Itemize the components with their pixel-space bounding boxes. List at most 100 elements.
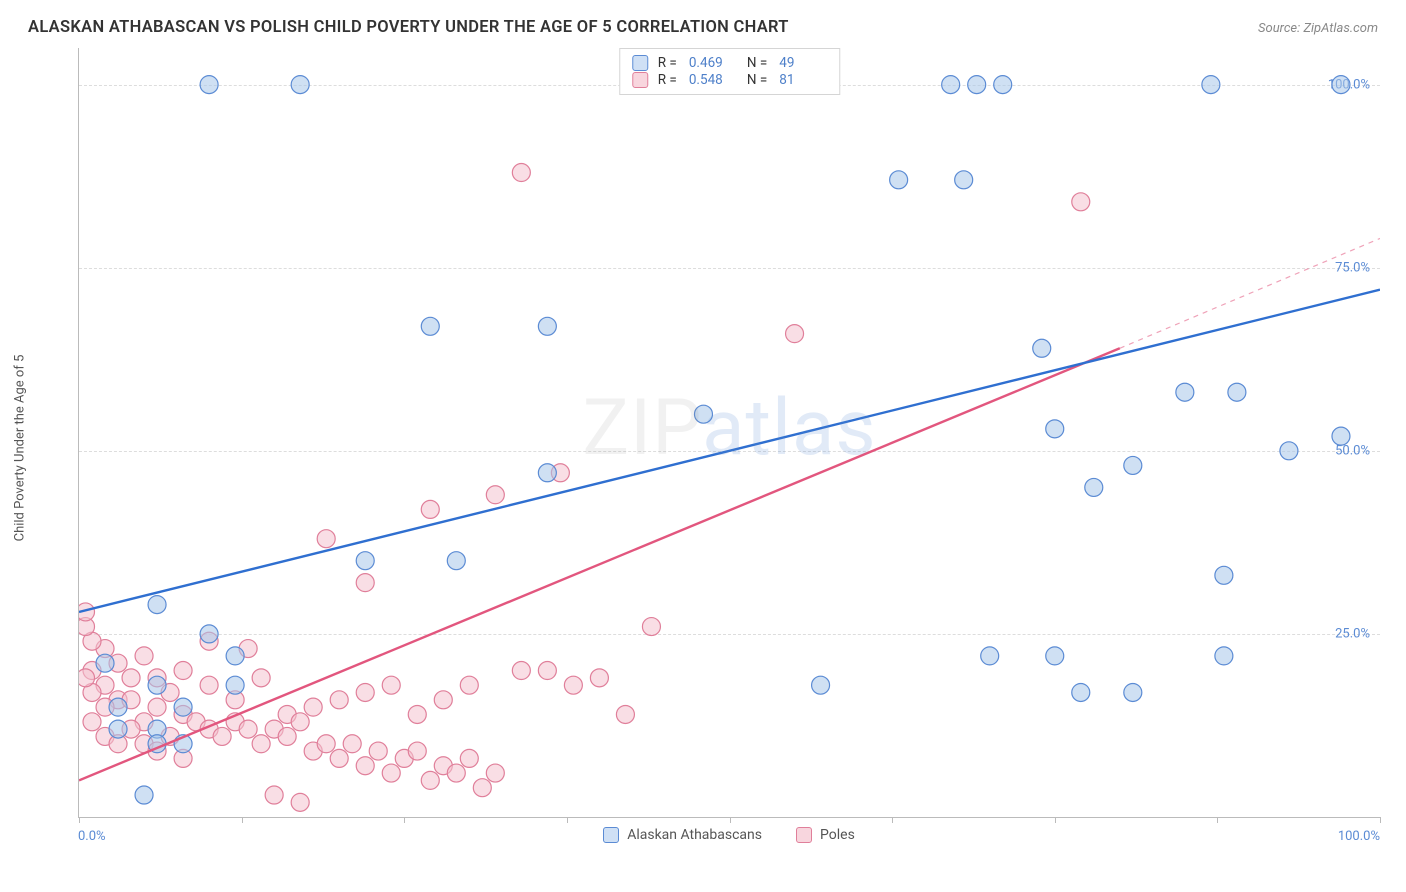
plot-area: ZIPatlas R = 0.469 N = 49 R = 0.548 N = … — [78, 48, 1380, 818]
chart-container: Child Poverty Under the Age of 5 ZIPatla… — [26, 48, 1380, 848]
n-label: N = — [747, 72, 767, 88]
trend-line-blue — [79, 290, 1380, 612]
trend-line-pink-extended — [1120, 238, 1380, 348]
scatter-point-pink — [83, 713, 101, 731]
scatter-point-blue — [812, 676, 830, 694]
scatter-point-blue — [1085, 478, 1103, 496]
scatter-point-pink — [616, 705, 634, 723]
scatter-point-blue — [174, 698, 192, 716]
x-tick-mark — [1380, 817, 1381, 823]
scatter-point-blue — [1033, 339, 1051, 357]
scatter-point-blue — [1215, 647, 1233, 665]
scatter-point-blue — [1228, 383, 1246, 401]
scatter-point-blue — [148, 596, 166, 614]
scatter-point-pink — [460, 676, 478, 694]
scatter-point-pink — [330, 749, 348, 767]
swatch-pink — [632, 72, 648, 88]
scatter-point-pink — [278, 727, 296, 745]
series-pink-label: Poles — [820, 827, 855, 843]
scatter-point-pink — [330, 691, 348, 709]
scatter-point-blue — [1124, 456, 1142, 474]
y-axis-label: Child Poverty Under the Age of 5 — [13, 355, 28, 542]
scatter-point-pink — [369, 742, 387, 760]
scatter-point-pink — [304, 698, 322, 716]
scatter-point-blue — [148, 676, 166, 694]
scatter-point-pink — [564, 676, 582, 694]
scatter-point-pink — [79, 669, 95, 687]
scatter-point-pink — [356, 757, 374, 775]
scatter-point-pink — [174, 662, 192, 680]
scatter-point-blue — [1046, 420, 1064, 438]
scatter-point-blue — [538, 317, 556, 335]
scatter-point-blue — [421, 317, 439, 335]
scatter-point-blue — [96, 654, 114, 672]
scatter-point-pink — [486, 764, 504, 782]
scatter-point-pink — [252, 669, 270, 687]
scatter-point-pink — [1072, 193, 1090, 211]
scatter-point-pink — [122, 669, 140, 687]
scatter-point-blue — [135, 786, 153, 804]
scatter-point-blue — [955, 171, 973, 189]
source-name: ZipAtlas.com — [1303, 21, 1378, 36]
scatter-point-blue — [968, 76, 986, 94]
scatter-point-blue — [356, 552, 374, 570]
swatch-pink — [796, 827, 812, 843]
scatter-point-blue — [994, 76, 1012, 94]
scatter-point-blue — [1332, 427, 1350, 445]
scatter-point-blue — [1215, 566, 1233, 584]
scatter-point-pink — [382, 676, 400, 694]
series-legend: Alaskan Athabascans Poles — [78, 822, 1380, 848]
scatter-point-pink — [642, 618, 660, 636]
scatter-point-blue — [1202, 76, 1220, 94]
scatter-point-blue — [538, 464, 556, 482]
source-attribution: Source: ZipAtlas.com — [1258, 21, 1378, 36]
scatter-point-pink — [200, 676, 218, 694]
n-value-pink: 81 — [779, 72, 827, 88]
scatter-point-pink — [239, 720, 257, 738]
scatter-point-pink — [421, 500, 439, 518]
legend-item-blue: Alaskan Athabascans — [603, 827, 762, 843]
series-blue-label: Alaskan Athabascans — [627, 827, 762, 843]
scatter-point-pink — [447, 764, 465, 782]
source-prefix: Source: — [1258, 21, 1303, 36]
scatter-point-pink — [486, 486, 504, 504]
scatter-point-pink — [317, 530, 335, 548]
scatter-point-blue — [226, 647, 244, 665]
n-label: N = — [747, 55, 767, 71]
scatter-point-pink — [408, 705, 426, 723]
scatter-point-pink — [786, 325, 804, 343]
scatter-point-blue — [694, 405, 712, 423]
r-label: R = — [658, 72, 677, 88]
scatter-point-pink — [213, 727, 231, 745]
scatter-point-blue — [1280, 442, 1298, 460]
scatter-point-pink — [135, 647, 153, 665]
scatter-point-pink — [356, 683, 374, 701]
scatter-point-pink — [421, 771, 439, 789]
scatter-point-blue — [890, 171, 908, 189]
scatter-point-blue — [981, 647, 999, 665]
correlation-legend: R = 0.469 N = 49 R = 0.548 N = 81 — [619, 48, 840, 95]
scatter-point-blue — [200, 625, 218, 643]
scatter-point-blue — [200, 76, 218, 94]
r-value-pink: 0.548 — [689, 72, 737, 88]
n-value-blue: 49 — [779, 55, 827, 71]
scatter-point-blue — [1176, 383, 1194, 401]
scatter-point-blue — [1332, 76, 1350, 94]
scatter-point-pink — [356, 574, 374, 592]
scatter-point-blue — [1072, 683, 1090, 701]
scatter-point-blue — [447, 552, 465, 570]
scatter-point-blue — [1046, 647, 1064, 665]
scatter-point-pink — [590, 669, 608, 687]
scatter-point-pink — [512, 662, 530, 680]
scatter-point-pink — [291, 713, 309, 731]
scatter-point-pink — [512, 164, 530, 182]
scatter-point-blue — [226, 676, 244, 694]
scatter-point-pink — [343, 735, 361, 753]
swatch-blue — [603, 827, 619, 843]
legend-item-pink: Poles — [796, 827, 855, 843]
scatter-point-pink — [265, 786, 283, 804]
chart-title: ALASKAN ATHABASCAN VS POLISH CHILD POVER… — [28, 18, 789, 37]
scatter-point-blue — [942, 76, 960, 94]
scatter-point-pink — [408, 742, 426, 760]
scatter-point-pink — [473, 779, 491, 797]
